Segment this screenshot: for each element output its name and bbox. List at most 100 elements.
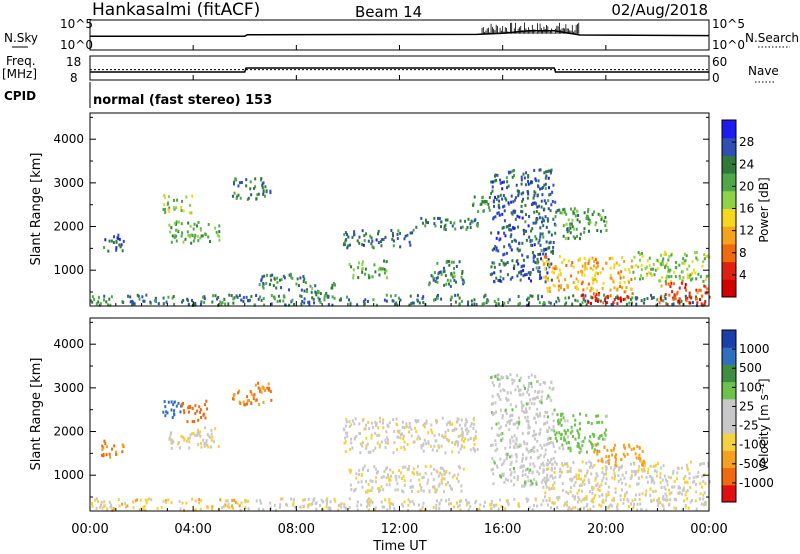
heatmap-cell (551, 462, 554, 466)
heatmap-cell (383, 470, 386, 474)
heatmap-cell (599, 434, 602, 438)
heatmap-cell (566, 464, 569, 468)
heatmap-cell (659, 279, 662, 283)
heatmap-cell (163, 400, 166, 404)
heatmap-cell (550, 486, 553, 490)
heatmap-cell (188, 235, 191, 239)
heatmap-cell (705, 291, 708, 295)
nsky-label: N.Sky (4, 31, 38, 45)
heatmap-cell (581, 444, 584, 448)
heatmap-cell (544, 448, 547, 452)
heatmap-cell (505, 375, 508, 379)
heatmap-cell (641, 449, 644, 453)
heatmap-cell (568, 229, 571, 233)
heatmap-cell (553, 470, 556, 474)
heatmap-cell (179, 507, 182, 511)
heatmap-cell (513, 379, 516, 383)
heatmap-cell (182, 240, 185, 244)
heatmap-cell (557, 495, 560, 499)
heatmap-cell (496, 211, 499, 215)
heatmap-cell (619, 276, 622, 280)
heatmap-cell (499, 269, 502, 273)
heatmap-cell (539, 168, 542, 172)
heatmap-cell (481, 302, 484, 306)
heatmap-cell (481, 195, 484, 199)
heatmap-cell (595, 297, 598, 301)
heatmap-cell (528, 406, 531, 410)
heatmap-cell (664, 280, 667, 284)
heatmap-cell (541, 232, 544, 236)
heatmap-cell (625, 302, 628, 306)
heatmap-cell (350, 265, 353, 269)
heatmap-cell (446, 218, 449, 222)
heatmap-cell (508, 419, 511, 423)
heatmap-cell (361, 441, 364, 445)
heatmap-cell (296, 277, 299, 281)
heatmap-cell (626, 497, 629, 501)
heatmap-cell (539, 382, 542, 386)
heatmap-cell (214, 226, 217, 230)
heatmap-cell (685, 254, 688, 258)
heatmap-cell (441, 476, 444, 480)
heatmap-cell (630, 277, 633, 281)
heatmap-cell (561, 260, 564, 264)
heatmap-cell (566, 470, 569, 474)
heatmap-cell (440, 478, 443, 482)
heatmap-cell (613, 286, 616, 290)
heatmap-cell (425, 419, 428, 423)
heatmap-cell (444, 430, 447, 434)
heatmap-cell (580, 449, 583, 453)
heatmap-cell (701, 264, 704, 268)
heatmap-cell (447, 282, 450, 286)
heatmap-cell (119, 245, 122, 249)
heatmap-cell (604, 224, 607, 228)
heatmap-cell (136, 498, 139, 502)
heatmap-cell (288, 303, 291, 307)
heatmap-cell (530, 385, 533, 389)
heatmap-cell (339, 298, 342, 302)
heatmap-cell (527, 402, 530, 406)
heatmap-cell (596, 452, 599, 456)
heatmap-cell (192, 227, 195, 231)
heatmap-cell (611, 498, 614, 502)
heatmap-cell (529, 449, 532, 453)
heatmap-cell (187, 221, 190, 225)
heatmap-cell (540, 257, 543, 261)
heatmap-cell (258, 283, 261, 287)
heatmap-cell (402, 465, 405, 469)
heatmap-cell (567, 446, 570, 450)
heatmap-cell (533, 210, 536, 214)
heatmap-cell (585, 216, 588, 220)
heatmap-cell (597, 436, 600, 440)
heatmap-cell (618, 281, 621, 285)
heatmap-cell (670, 476, 673, 480)
heatmap-cell (560, 470, 563, 474)
heatmap-cell (203, 403, 206, 407)
heatmap-cell (472, 203, 475, 207)
heatmap-cell (233, 498, 236, 502)
heatmap-cell (102, 298, 105, 302)
heatmap-cell (535, 202, 538, 206)
heatmap-cell (402, 504, 405, 508)
heatmap-cell (444, 451, 447, 455)
heatmap-cell (662, 507, 665, 511)
power-ylabel: Slant Range [km] (29, 153, 44, 266)
heatmap-cell (546, 289, 549, 293)
heatmap-cell (554, 215, 557, 219)
heatmap-cell (499, 275, 502, 279)
heatmap-cell (606, 301, 609, 305)
heatmap-cell (499, 397, 502, 401)
heatmap-cell (525, 171, 528, 175)
heatmap-cell (193, 222, 196, 226)
heatmap-cell (361, 262, 364, 266)
heatmap-cell (533, 429, 536, 433)
heatmap-cell (490, 468, 493, 472)
heatmap-cell (268, 507, 271, 511)
heatmap-cell (562, 234, 565, 238)
heatmap-cell (310, 502, 313, 506)
heatmap-cell (409, 231, 412, 235)
heatmap-cell (351, 419, 354, 423)
heatmap-cell (546, 396, 549, 400)
heatmap-cell (401, 420, 404, 424)
heatmap-cell (483, 295, 486, 299)
